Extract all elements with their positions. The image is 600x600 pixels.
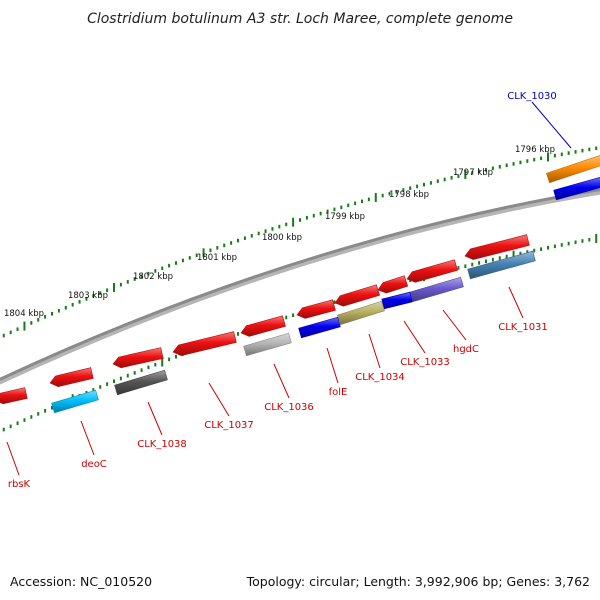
- red-feature: [49, 367, 94, 388]
- gene-label-CLK_1037: CLK_1037: [204, 420, 254, 431]
- gene-label-CLK_1034: CLK_1034: [355, 372, 405, 383]
- leader-CLK_1033: [403, 320, 426, 354]
- backbone-layer: [0, 188, 600, 385]
- gene-label-CLK_1031: CLK_1031: [498, 322, 548, 333]
- red-feature: [406, 259, 458, 283]
- leader-hgdC: [442, 309, 467, 341]
- kbp-label: 1798 kbp: [389, 190, 429, 200]
- topology-text: Topology: circular; Length: 3,992,906 bp…: [246, 574, 590, 589]
- leader-folE: [326, 347, 339, 384]
- gene-label-CLK_1030: CLK_1030: [507, 91, 557, 102]
- kbp-label: 1801 kbp: [197, 253, 237, 263]
- kbp-tick-layer: [2, 146, 598, 432]
- red-feature: [296, 299, 336, 319]
- gene-label-rbsK: rbsK: [8, 479, 31, 490]
- kbp-label: 1796 kbp: [515, 145, 555, 155]
- feature-deoC: [51, 389, 99, 414]
- map-title: Clostridium botulinum A3 str. Loch Maree…: [87, 11, 513, 27]
- gene-label-deoC: deoC: [81, 459, 107, 470]
- leader-CLK_1036: [273, 363, 290, 399]
- leader-CLK_1030: [531, 101, 572, 149]
- feature-CLK_1033: [381, 291, 413, 310]
- feature-CLK_1030: [546, 155, 600, 184]
- leader-CLK_1034: [368, 333, 381, 369]
- leader-CLK_1038: [147, 401, 163, 436]
- feature-CLK_1036: [243, 332, 292, 357]
- gene-label-folE: folE: [329, 387, 348, 398]
- kbp-label: 1800 kbp: [262, 233, 302, 243]
- feature-CLK_1031: [467, 250, 536, 280]
- feature-CLK_1034: [337, 300, 385, 326]
- leader-CLK_1031: [508, 286, 524, 319]
- feature-CLK_1038: [114, 369, 168, 396]
- feature-layer: [0, 155, 600, 414]
- kbp-label: 1799 kbp: [325, 212, 365, 222]
- kbp-label: 1797 kbp: [453, 168, 493, 178]
- kbp-label: 1804 kbp: [4, 309, 44, 319]
- accession-text: Accession: NC_010520: [10, 574, 152, 589]
- red-feature: [0, 387, 28, 405]
- kbp-label: 1803 kbp: [68, 291, 108, 301]
- feature-CLK_1030: [553, 177, 600, 201]
- gene-label-hgdC: hgdC: [453, 344, 479, 355]
- red-feature: [240, 315, 286, 337]
- red-feature: [172, 331, 237, 357]
- red-feature: [112, 347, 164, 369]
- leader-deoC: [80, 420, 95, 456]
- feature-folE: [298, 316, 341, 339]
- kbp-label: 1802 kbp: [133, 272, 173, 282]
- red-feature: [377, 275, 409, 294]
- gene-label-CLK_1038: CLK_1038: [137, 439, 187, 450]
- backbone-arc-shadow: [0, 188, 600, 385]
- gene-label-CLK_1033: CLK_1033: [400, 357, 450, 368]
- gene-label-CLK_1036: CLK_1036: [264, 402, 314, 413]
- backbone-arc: [0, 188, 600, 382]
- leader-CLK_1037: [208, 382, 230, 417]
- gene-label-layer: 1796 kbp 1797 kbp 1798 kbp 1799 kbp 1800 kbp…: [4, 91, 572, 490]
- red-feature: [334, 284, 380, 307]
- leader-rbsK: [6, 441, 20, 476]
- red-feature: [464, 234, 530, 260]
